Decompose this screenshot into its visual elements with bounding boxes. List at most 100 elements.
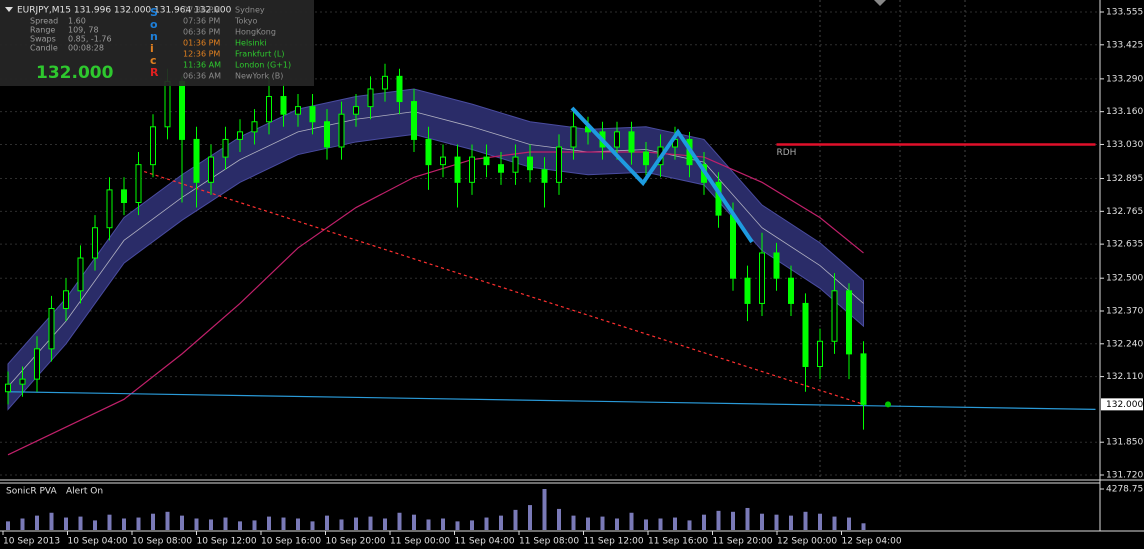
volume-bar [716, 510, 721, 530]
volume-bar [354, 517, 358, 530]
candle-body [150, 126, 156, 166]
volume-bar [484, 517, 489, 530]
volume-panel [6, 489, 866, 530]
x-tick-label: 12 Sep 04:00 [842, 537, 902, 547]
volume-bar [281, 517, 286, 530]
volume-bar [412, 514, 416, 530]
info-key: Spread [30, 17, 58, 26]
candle-body [788, 277, 794, 304]
x-tick-label: 12 Sep 00:00 [777, 537, 837, 547]
candle-body [498, 164, 504, 173]
volume-bar [658, 518, 663, 530]
volume-bar [49, 512, 54, 530]
x-tick-label: 10 Sep 12:00 [197, 537, 257, 547]
shift-marker [874, 0, 886, 6]
volume-bar [238, 521, 242, 530]
volume-bar [310, 521, 315, 530]
brand-letter: S [150, 6, 158, 19]
x-tick-label: 11 Sep 16:00 [648, 537, 708, 547]
session-city: HongKong [235, 28, 276, 37]
candle-body [744, 277, 751, 304]
candle-body [106, 189, 113, 229]
info-rows: Spread 1.60 Range 109, 78 Swaps 0.85, -1.76 Ca… [30, 17, 112, 53]
plot: RDH [5, 63, 1096, 456]
candle-body [179, 80, 185, 140]
volume-bar [615, 518, 619, 530]
zigzag-annotation [570, 106, 754, 244]
session-city: London (G+1) [235, 61, 291, 70]
candle-body [324, 121, 330, 148]
candle-body [802, 302, 809, 368]
volume-bar [383, 518, 387, 530]
volume-bar [774, 514, 779, 530]
info-key: Range [30, 26, 55, 35]
volume-bar [586, 517, 590, 530]
volume-bar [499, 515, 503, 530]
info-value: 109, 78 [68, 26, 99, 35]
volume-bar [151, 513, 155, 530]
candle-body [5, 383, 11, 393]
volume-bar [470, 520, 474, 530]
candle-body [164, 80, 171, 128]
big-price: 132.000 [36, 63, 114, 83]
candle-body [817, 340, 823, 368]
candle-body [614, 131, 620, 148]
volume-bar [803, 511, 808, 530]
session-time: 01:36 PM [183, 39, 220, 48]
brand-letter: i [150, 42, 154, 55]
candle-body [541, 169, 548, 183]
session-time: 12:36 PM [183, 50, 220, 59]
x-tick-label: 10 Sep 2013 [3, 537, 60, 547]
candle-body [338, 113, 345, 148]
volume-bar [368, 516, 373, 530]
volume-bar [441, 518, 445, 530]
y-tick-label: 132.895 [1106, 174, 1143, 184]
session-city: NewYork (B) [235, 72, 283, 81]
candle-body [48, 307, 55, 350]
session-time: 07:36 PM [183, 6, 220, 15]
candle-body [19, 378, 26, 385]
candle-body [222, 138, 229, 158]
candle-body [570, 126, 577, 148]
volume-tick-label: 4278.75 [1106, 485, 1143, 495]
volume-bar [136, 517, 141, 530]
volume-bar [818, 513, 822, 530]
last-price-dot [885, 401, 891, 408]
candle-body [512, 156, 519, 173]
candle-body [208, 156, 214, 183]
trend-line [138, 169, 864, 405]
y-tick-label: 133.555 [1106, 8, 1143, 18]
volume-bar [107, 514, 112, 530]
y-tick-label: 131.850 [1106, 438, 1143, 448]
indicator-label: SonicR PVA [6, 487, 57, 497]
candle-body [628, 131, 635, 153]
brand-letter: n [150, 30, 158, 43]
y-tick-label: 132.370 [1106, 306, 1143, 316]
candle-body [730, 214, 736, 279]
x-tick-label: 11 Sep 20:00 [713, 537, 773, 547]
volume-bar [267, 516, 271, 530]
volume-bar [731, 511, 735, 530]
x-tick-label: 11 Sep 12:00 [584, 537, 644, 547]
brand: SonicR [150, 6, 159, 79]
y-tick-label: 132.500 [1106, 274, 1143, 284]
candle-body [773, 252, 780, 279]
candle-body [135, 164, 142, 203]
y-tick-label: 132.765 [1106, 207, 1143, 217]
volume-bar [687, 520, 692, 530]
x-tick-label: 10 Sep 16:00 [261, 537, 321, 547]
volume-bar [20, 518, 25, 530]
y-tick-label: 132.240 [1106, 339, 1143, 349]
info-key: Candle [30, 44, 58, 53]
volume-bar [847, 517, 851, 530]
volume-bar [832, 516, 837, 530]
y-tick-label: 133.030 [1106, 140, 1143, 150]
y-tick-label: 131.720 [1106, 471, 1143, 481]
info-value: 00:08:28 [68, 44, 104, 53]
y-tick-label: 132.635 [1106, 240, 1143, 250]
candle-body [34, 348, 40, 380]
volume-bar [861, 523, 866, 530]
volume-bar [325, 515, 329, 530]
x-tick-label: 10 Sep 08:00 [132, 537, 192, 547]
